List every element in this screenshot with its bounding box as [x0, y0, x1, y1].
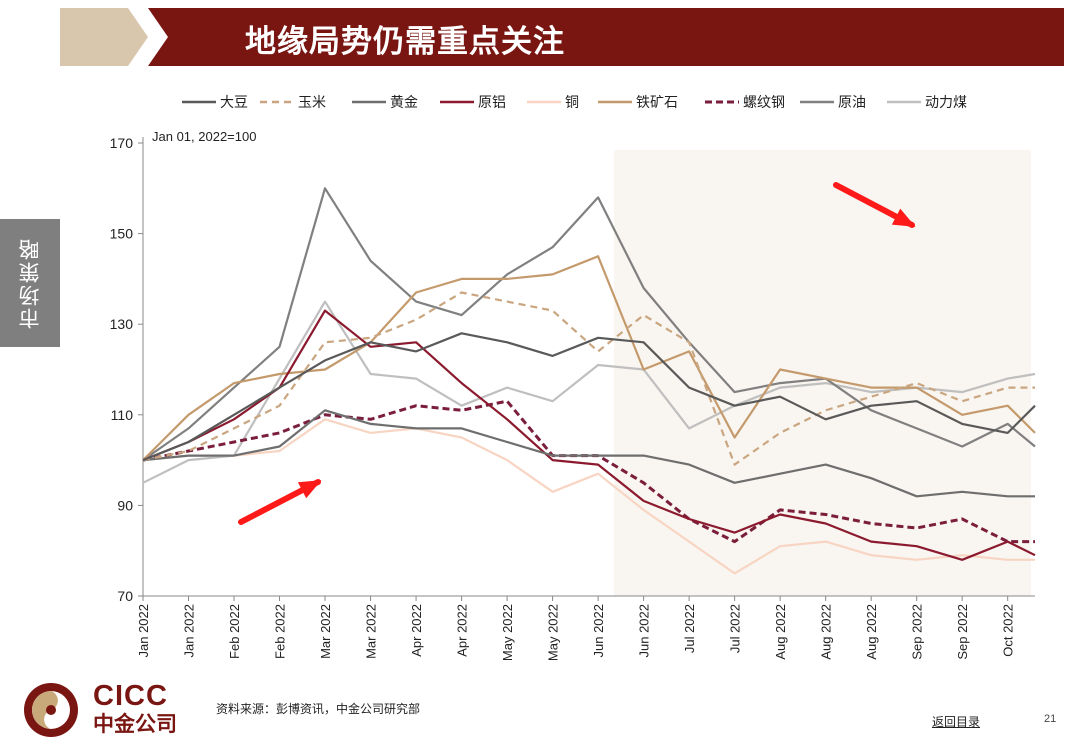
arrow-up [238, 479, 322, 525]
series-line [142, 418, 1035, 575]
y-tick-label: 130 [110, 316, 134, 332]
x-tick-label: May 2022 [546, 604, 561, 661]
x-tick-label: Jan 2022 [182, 604, 197, 658]
y-tick-label: 110 [111, 407, 134, 423]
x-tick-label: May 2022 [500, 604, 515, 661]
x-tick-label: Oct 2022 [1001, 604, 1016, 657]
logo-text-cn: 中金公司 [93, 712, 177, 736]
legend-label: 大豆 [220, 95, 248, 111]
series-line [142, 332, 1036, 462]
y-tick-label: 90 [117, 497, 133, 513]
x-tick-label: Mar 2022 [318, 604, 333, 659]
x-tick-label: Apr 2022 [409, 604, 424, 657]
title-band [148, 8, 1064, 66]
arrow-down [833, 182, 916, 228]
logo-text-en: CICC [93, 680, 168, 712]
title-bar: 地缘局势仍需重点关注 [60, 8, 1064, 66]
logo: CICC 中金公司 [20, 680, 210, 740]
title-chevron-light [60, 8, 148, 66]
x-tick-label: Aug 2022 [864, 604, 879, 660]
x-tick-label: Feb 2022 [273, 604, 288, 659]
page-title: 地缘局势仍需重点关注 [245, 24, 565, 60]
series-line [142, 309, 1036, 561]
legend-label: 铜 [565, 95, 579, 111]
x-tick-label: Apr 2022 [455, 604, 470, 657]
x-tick-label: Sep 2022 [955, 604, 970, 660]
x-tick-label: Mar 2022 [364, 604, 379, 659]
title-bar-graphic [60, 8, 1064, 66]
series-line [142, 300, 1036, 484]
page-number: 21 [1044, 713, 1057, 725]
x-tick-label: Jul 2022 [682, 604, 697, 653]
x-tick-label: Feb 2022 [227, 604, 242, 659]
side-tab[interactable]: 市场策略 [0, 219, 60, 347]
x-tick-label: Jun 2022 [637, 604, 652, 658]
legend-label: 黄金 [390, 94, 418, 111]
legend-label: 原油 [838, 95, 866, 111]
y-tick-label: 70 [117, 588, 133, 604]
x-tick-label: Jan 2022 [136, 604, 151, 658]
highlight-region [614, 150, 1031, 596]
x-tick-label: Aug 2022 [773, 604, 788, 660]
source-note: 资料来源：彭博资讯，中金公司研究部 [216, 702, 421, 716]
legend-label: 原铝 [478, 95, 506, 111]
base-annotation: Jan 01, 2022=100 [152, 129, 256, 144]
logo-icon [24, 683, 78, 737]
arrow-down-head [891, 208, 916, 227]
series-line [142, 187, 1036, 462]
x-tick-label: Jul 2022 [728, 604, 743, 653]
y-tick-label: 150 [110, 226, 134, 242]
x-tick-label: Sep 2022 [910, 604, 925, 660]
side-tab-label: 市场策略 [18, 237, 42, 329]
legend-label: 玉米 [298, 95, 326, 111]
x-tick-label: Jun 2022 [591, 604, 606, 658]
y-tick-label: 170 [110, 135, 134, 151]
x-tick-label: Aug 2022 [819, 604, 834, 660]
back-to-contents-link[interactable]: 返回目录 [932, 715, 981, 729]
legend-label: 动力煤 [925, 95, 967, 111]
series-line [142, 291, 1035, 466]
legend-label: 铁矿石 [636, 95, 678, 111]
arrow-up-head [297, 480, 322, 499]
series-line [142, 409, 1035, 498]
legend-label: 螺纹钢 [743, 95, 785, 111]
